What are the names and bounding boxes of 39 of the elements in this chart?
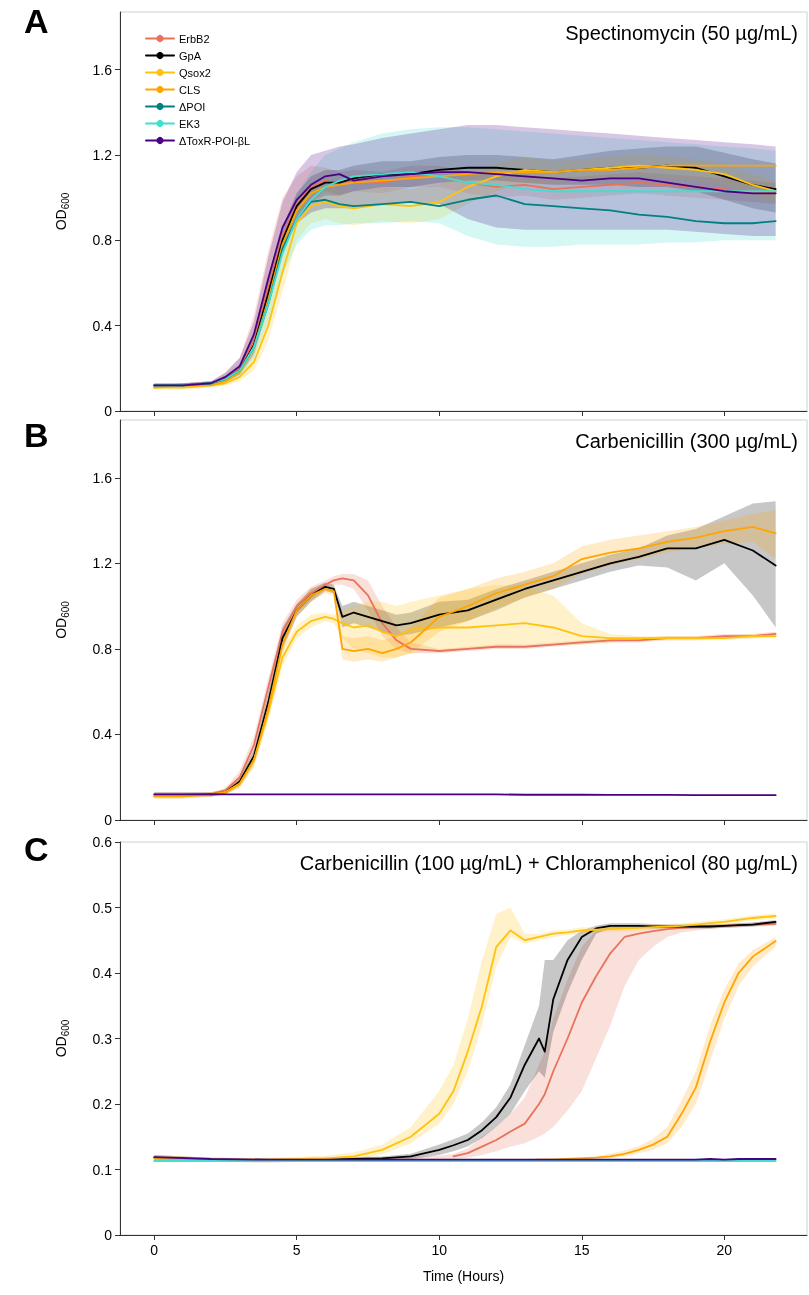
- x-tick-label: 10: [431, 1242, 448, 1258]
- y-tick-label: 1.2: [92, 146, 113, 163]
- text: B: [24, 416, 49, 454]
- y-tick-label: 0.4: [92, 965, 113, 981]
- x-tick-label: 15: [574, 1242, 590, 1258]
- y-axis-title: OD600: [53, 192, 71, 231]
- x-tick-label: 5: [292, 1242, 301, 1258]
- text: Carbenicillin (100 µg/mL) + Chloramphenicol (80 µg/mL): [299, 852, 798, 874]
- x-tick-label: 0: [150, 1242, 159, 1258]
- y-tick-label: 1.6: [92, 469, 113, 486]
- y-tick-label: 0: [104, 403, 113, 419]
- y-tick-label: 0.2: [92, 1096, 113, 1112]
- y-tick-label: 0.8: [92, 232, 113, 249]
- y-tick-label: 0: [104, 1227, 113, 1243]
- text: Carbenicillin (300 µg/mL): [575, 430, 799, 452]
- y-tick-label: 0.1: [92, 1161, 113, 1178]
- legend-label: CLS: [179, 83, 201, 96]
- legend-label: ΔToxR-POI-βL: [179, 134, 251, 147]
- y-tick-label: 1.2: [92, 555, 113, 572]
- y-axis-title: OD600: [53, 1019, 71, 1058]
- legend-label: ΔPOI: [179, 100, 206, 113]
- y-tick-label: 0.4: [92, 317, 113, 334]
- y-tick-label: 0.5: [92, 899, 113, 916]
- legend-label: ErbB2: [179, 32, 210, 45]
- legend-label: EK3: [179, 117, 200, 130]
- y-tick-label: 0.6: [92, 834, 113, 850]
- text: Spectinomycin (50 µg/mL): [565, 22, 799, 44]
- x-axis-title: Time (Hours): [422, 1268, 505, 1284]
- x-tick-label: 20: [716, 1242, 733, 1258]
- y-tick-label: 0: [104, 812, 113, 828]
- y-tick-label: 0.8: [92, 640, 113, 657]
- legend-label: Qsox2: [179, 66, 211, 79]
- legend-label: GpA: [179, 49, 202, 62]
- y-tick-label: 0.4: [92, 726, 113, 743]
- text: A: [24, 2, 49, 40]
- y-tick-label: 1.6: [92, 61, 113, 78]
- text: C: [24, 830, 49, 868]
- y-axis-title: OD600: [53, 600, 71, 639]
- y-tick-label: 0.3: [92, 1030, 113, 1047]
